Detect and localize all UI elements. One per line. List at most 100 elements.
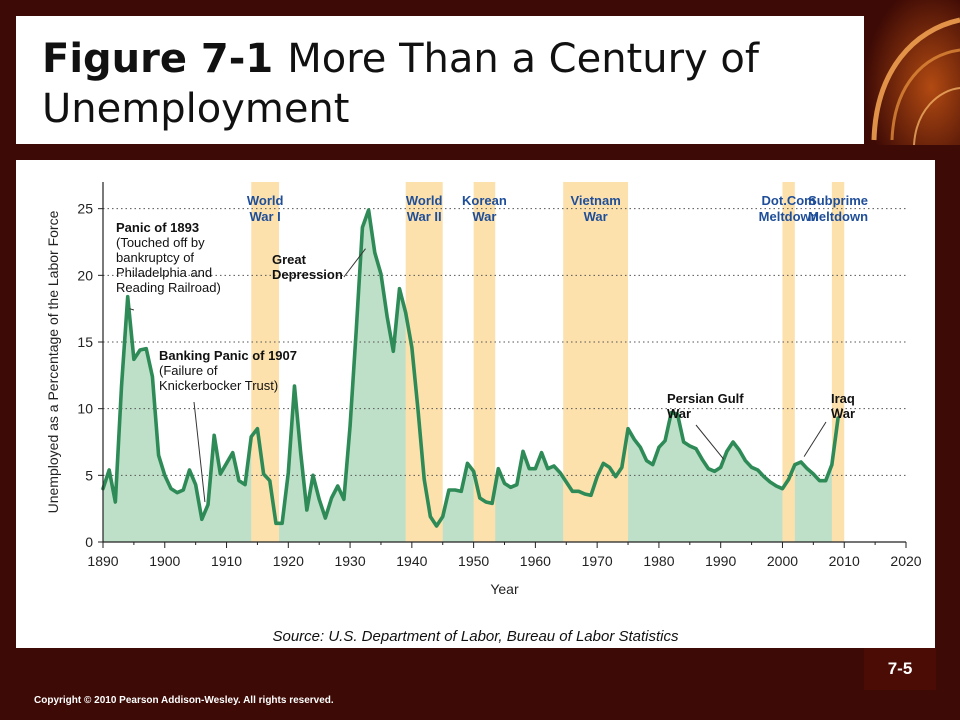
data-point-1930	[348, 424, 352, 428]
band-label-4-1: Meltdown	[759, 209, 819, 224]
data-point-1989	[713, 470, 716, 473]
x-tick-label-1960: 1960	[520, 553, 551, 569]
annotation-leader-1	[193, 401, 206, 503]
data-point-2008	[830, 463, 834, 466]
data-point-1992	[731, 440, 735, 444]
war-band-0	[251, 182, 280, 542]
data-point-1935	[379, 272, 383, 276]
data-point-1900	[163, 474, 166, 477]
war-band-3	[563, 182, 629, 542]
data-point-2009	[836, 416, 840, 420]
data-point-1942	[423, 478, 426, 481]
annotation-1-line-0: (Failure of	[159, 363, 218, 378]
data-point-1986	[694, 447, 698, 450]
war-band-2	[473, 182, 496, 542]
data-point-1972	[608, 466, 611, 469]
data-point-1931	[355, 328, 358, 332]
data-point-1973	[614, 475, 617, 478]
band-label-2-1: War	[472, 209, 496, 224]
annotation-1-title: Banking Panic of 1907	[159, 348, 297, 363]
data-point-1965	[565, 480, 568, 484]
data-point-1975	[626, 427, 630, 430]
data-point-1976	[633, 438, 636, 441]
data-point-1950	[472, 470, 475, 473]
y-tick-label-15: 15	[77, 334, 93, 350]
data-point-1990	[719, 466, 722, 469]
band-label-4-0: Dot.Com	[762, 193, 816, 208]
annotation-4-title: Iraq	[831, 391, 855, 406]
data-point-1970	[595, 475, 599, 478]
band-label-1-0: World	[406, 193, 443, 208]
y-axis-title: Unemployed as a Percentage of the Labor …	[45, 210, 61, 513]
annotation-0-line-2: Philadelphia and	[116, 265, 212, 280]
annotation-leader-3	[695, 424, 725, 460]
data-point-1969	[589, 494, 593, 497]
data-point-2007	[824, 479, 827, 482]
data-point-1915	[256, 427, 259, 430]
copyright-notice: Copyright © 2010 Pearson Addison-Wesley.…	[34, 695, 334, 706]
data-point-1940	[410, 346, 414, 349]
annotation-3-line-0: War	[667, 406, 691, 421]
data-point-1974	[620, 466, 624, 469]
data-point-1896	[138, 348, 142, 352]
data-point-2000	[781, 487, 784, 490]
data-point-1903	[182, 488, 185, 492]
data-point-1921	[293, 384, 296, 388]
annotation-leader-4	[803, 421, 827, 457]
band-label-5-0: Subprime	[808, 193, 868, 208]
data-point-1959	[528, 467, 531, 470]
x-tick-label-2020: 2020	[890, 553, 921, 569]
data-point-1981	[663, 439, 667, 442]
title-panel: Figure 7-1 More Than a Century of Unemplo…	[16, 16, 864, 144]
annotation-0-line-0: (Touched off by	[116, 235, 205, 250]
data-point-1899	[157, 454, 160, 457]
figure-number: Figure 7-1	[42, 36, 274, 82]
data-point-1971	[602, 462, 605, 465]
data-point-1906	[200, 518, 204, 521]
data-point-1944	[435, 524, 438, 528]
x-tick-label-1990: 1990	[705, 553, 736, 569]
data-point-1897	[145, 347, 148, 350]
data-point-1979	[651, 463, 654, 466]
unemployment-area	[103, 210, 839, 542]
annotation-4-line-0: War	[831, 406, 855, 421]
data-point-1953	[490, 502, 494, 505]
data-point-2004	[805, 467, 809, 470]
data-point-1894	[126, 295, 129, 298]
data-point-1943	[429, 515, 432, 518]
band-label-1-1: War II	[407, 209, 442, 224]
data-point-1902	[175, 491, 179, 494]
data-point-1961	[540, 451, 543, 454]
x-axis-title: Year	[490, 581, 519, 597]
data-point-1911	[231, 451, 234, 454]
data-point-1929	[342, 498, 346, 501]
figure-title: More Than a Century of Unemployment	[42, 36, 759, 132]
data-point-1994	[744, 459, 747, 462]
annotation-0-title: Panic of 1893	[116, 220, 199, 235]
data-point-1955	[503, 482, 506, 485]
data-point-1924	[311, 474, 315, 477]
data-point-1946	[447, 488, 451, 492]
data-point-1905	[194, 483, 197, 486]
war-band-4	[782, 182, 795, 542]
data-point-1941	[416, 408, 420, 412]
data-point-1932	[361, 226, 364, 229]
data-point-1964	[558, 471, 562, 474]
data-point-1999	[775, 484, 778, 488]
data-point-1913	[243, 483, 247, 486]
x-tick-label-1940: 1940	[396, 553, 427, 569]
data-point-1925	[317, 498, 321, 501]
x-tick-label-1910: 1910	[211, 553, 242, 569]
annotation-0-line-3: Reading Railroad)	[116, 280, 221, 295]
data-point-1984	[682, 440, 685, 444]
data-point-1978	[645, 459, 648, 462]
x-tick-label-1950: 1950	[458, 553, 489, 569]
data-point-1977	[639, 446, 642, 449]
data-point-1960	[534, 467, 537, 470]
x-tick-label-1900: 1900	[149, 553, 180, 569]
data-point-1945	[441, 515, 444, 518]
data-point-1985	[688, 444, 692, 448]
annotation-2-line-0: Depression	[272, 267, 343, 282]
data-point-1997	[762, 475, 766, 478]
y-tick-label-25: 25	[77, 201, 93, 217]
